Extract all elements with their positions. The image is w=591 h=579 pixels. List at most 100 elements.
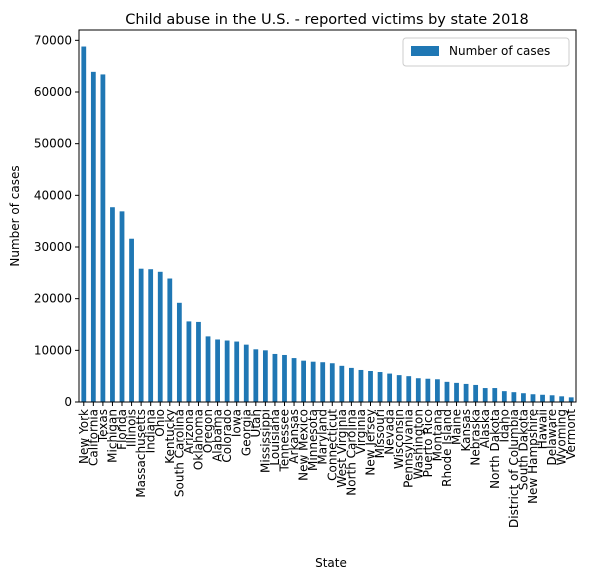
legend: Number of cases	[402, 37, 570, 67]
bar-new-york	[81, 46, 87, 402]
bar-iowa	[234, 341, 240, 402]
bar-montana	[435, 379, 440, 402]
x-tick-label: Louisiana	[268, 409, 282, 466]
y-tick-label: 30000	[34, 240, 72, 254]
x-tick-label: Puerto Rico	[421, 409, 435, 477]
bar-ohio	[157, 271, 163, 402]
x-axis-label: State	[315, 556, 347, 570]
x-tick-label: Montana	[430, 409, 444, 461]
x-tick-label: Hawaii	[536, 409, 550, 449]
x-tick-label: Kansas	[459, 409, 473, 451]
x-tick-label: South Dakota	[516, 409, 530, 490]
bar-alabama	[215, 339, 220, 402]
x-tick-label: Oregon	[201, 409, 215, 453]
bar-california	[90, 71, 96, 402]
bar-massachusetts	[138, 268, 144, 402]
x-tick-label: Wisconsin	[392, 409, 406, 469]
x-tick-label: Nebraska	[469, 409, 483, 466]
bar-colorado	[224, 340, 230, 402]
x-tick-label: Kentucky	[163, 409, 177, 464]
bars-group	[81, 46, 574, 403]
x-tick-label: Minnesota	[306, 409, 320, 471]
x-tick-label: Maine	[450, 409, 464, 445]
bar-minnesota	[310, 361, 316, 402]
x-tick-label: New Hampshire	[526, 409, 540, 504]
x-tick-label: California	[86, 409, 100, 466]
bar-michigan	[110, 207, 115, 402]
x-tick-label: Iowa	[230, 409, 244, 437]
y-tick-label: 40000	[34, 188, 72, 202]
bar-utah	[253, 349, 259, 402]
bar-kentucky	[167, 278, 173, 402]
bar-mississippi	[262, 350, 268, 402]
x-tick-label: Alabama	[211, 409, 225, 462]
x-tick-label: Michigan	[105, 409, 119, 463]
bar-north-dakota	[492, 388, 498, 402]
x-tick-label: Pennsylvania	[402, 409, 416, 488]
bar-delaware	[549, 395, 555, 402]
y-axis-label: Number of cases	[8, 165, 22, 266]
x-tick-label: Maryland	[316, 409, 330, 465]
bar-north-carolina	[349, 367, 354, 402]
bar-puerto-rico	[425, 378, 431, 402]
bar-vermont	[568, 397, 574, 402]
bar-wisconsin	[396, 375, 402, 402]
x-tick-label: Washington	[411, 409, 425, 480]
x-tick-label: New Jersey	[364, 409, 378, 476]
bar-nevada	[387, 373, 393, 402]
bar-missouri	[377, 372, 383, 402]
bar-maryland	[320, 362, 326, 402]
x-tick-label: Vermont	[564, 409, 578, 460]
bar-oregon	[205, 336, 211, 402]
legend-box	[402, 37, 570, 67]
x-tick-label: Delaware	[545, 409, 559, 466]
y-tick-label: 60000	[34, 85, 72, 99]
bar-washington	[415, 378, 421, 402]
x-tick-label: Missouri	[373, 409, 387, 458]
legend-label: Number of cases	[449, 44, 550, 58]
bar-south-dakota	[521, 393, 526, 402]
y-tick-label: 0	[64, 395, 72, 409]
chart-title: Child abuse in the U.S. - reported victi…	[125, 12, 529, 28]
x-tick-label: Rhode Island	[440, 409, 454, 487]
x-tick-label: New York	[77, 409, 91, 464]
x-tick-label: Nevada	[383, 409, 397, 455]
x-tick-label: North Carolina	[344, 409, 358, 496]
x-tick-label: South Carolina	[172, 409, 186, 497]
bar-tennessee	[282, 354, 287, 402]
x-tick-label: Ohio	[153, 409, 167, 437]
bar-rhode-island	[444, 381, 450, 402]
plot-frame	[78, 29, 577, 403]
x-axis: New YorkCaliforniaTexasMichiganFloridaIl…	[77, 402, 578, 528]
x-tick-label: Illinois	[125, 409, 139, 447]
x-tick-label: Arizona	[182, 409, 196, 454]
x-tick-label: Connecticut	[325, 409, 339, 481]
bar-oklahoma	[196, 321, 201, 402]
x-tick-label: District of Columbia	[507, 409, 521, 528]
bar-new-hampshire	[530, 394, 536, 402]
x-tick-label: Texas	[96, 409, 110, 443]
x-tick-label: Oklahoma	[191, 409, 205, 470]
bar-arkansas	[291, 358, 297, 402]
bar-district-of-columbia	[511, 392, 517, 402]
bar-idaho	[501, 391, 507, 402]
bar-arizona	[186, 321, 192, 402]
x-tick-label: Colorado	[220, 409, 234, 463]
x-tick-label: Massachusetts	[134, 409, 148, 498]
bar-nebraska	[473, 384, 479, 402]
x-tick-label: Alaska	[478, 409, 492, 448]
bar-virginia	[358, 369, 364, 402]
y-tick-label: 50000	[34, 137, 72, 151]
x-tick-label: Idaho	[497, 409, 511, 442]
x-tick-label: Wyoming	[555, 409, 569, 465]
x-tick-label: Utah	[249, 409, 263, 437]
y-tick-label: 20000	[34, 292, 72, 306]
y-tick-label: 70000	[34, 33, 72, 47]
bar-maine	[454, 382, 459, 402]
bar-new-mexico	[301, 360, 306, 402]
bar-wyoming	[559, 396, 565, 402]
bar-alaska	[482, 388, 488, 402]
bar-texas	[100, 74, 106, 403]
x-tick-label: West Virginia	[335, 409, 349, 488]
